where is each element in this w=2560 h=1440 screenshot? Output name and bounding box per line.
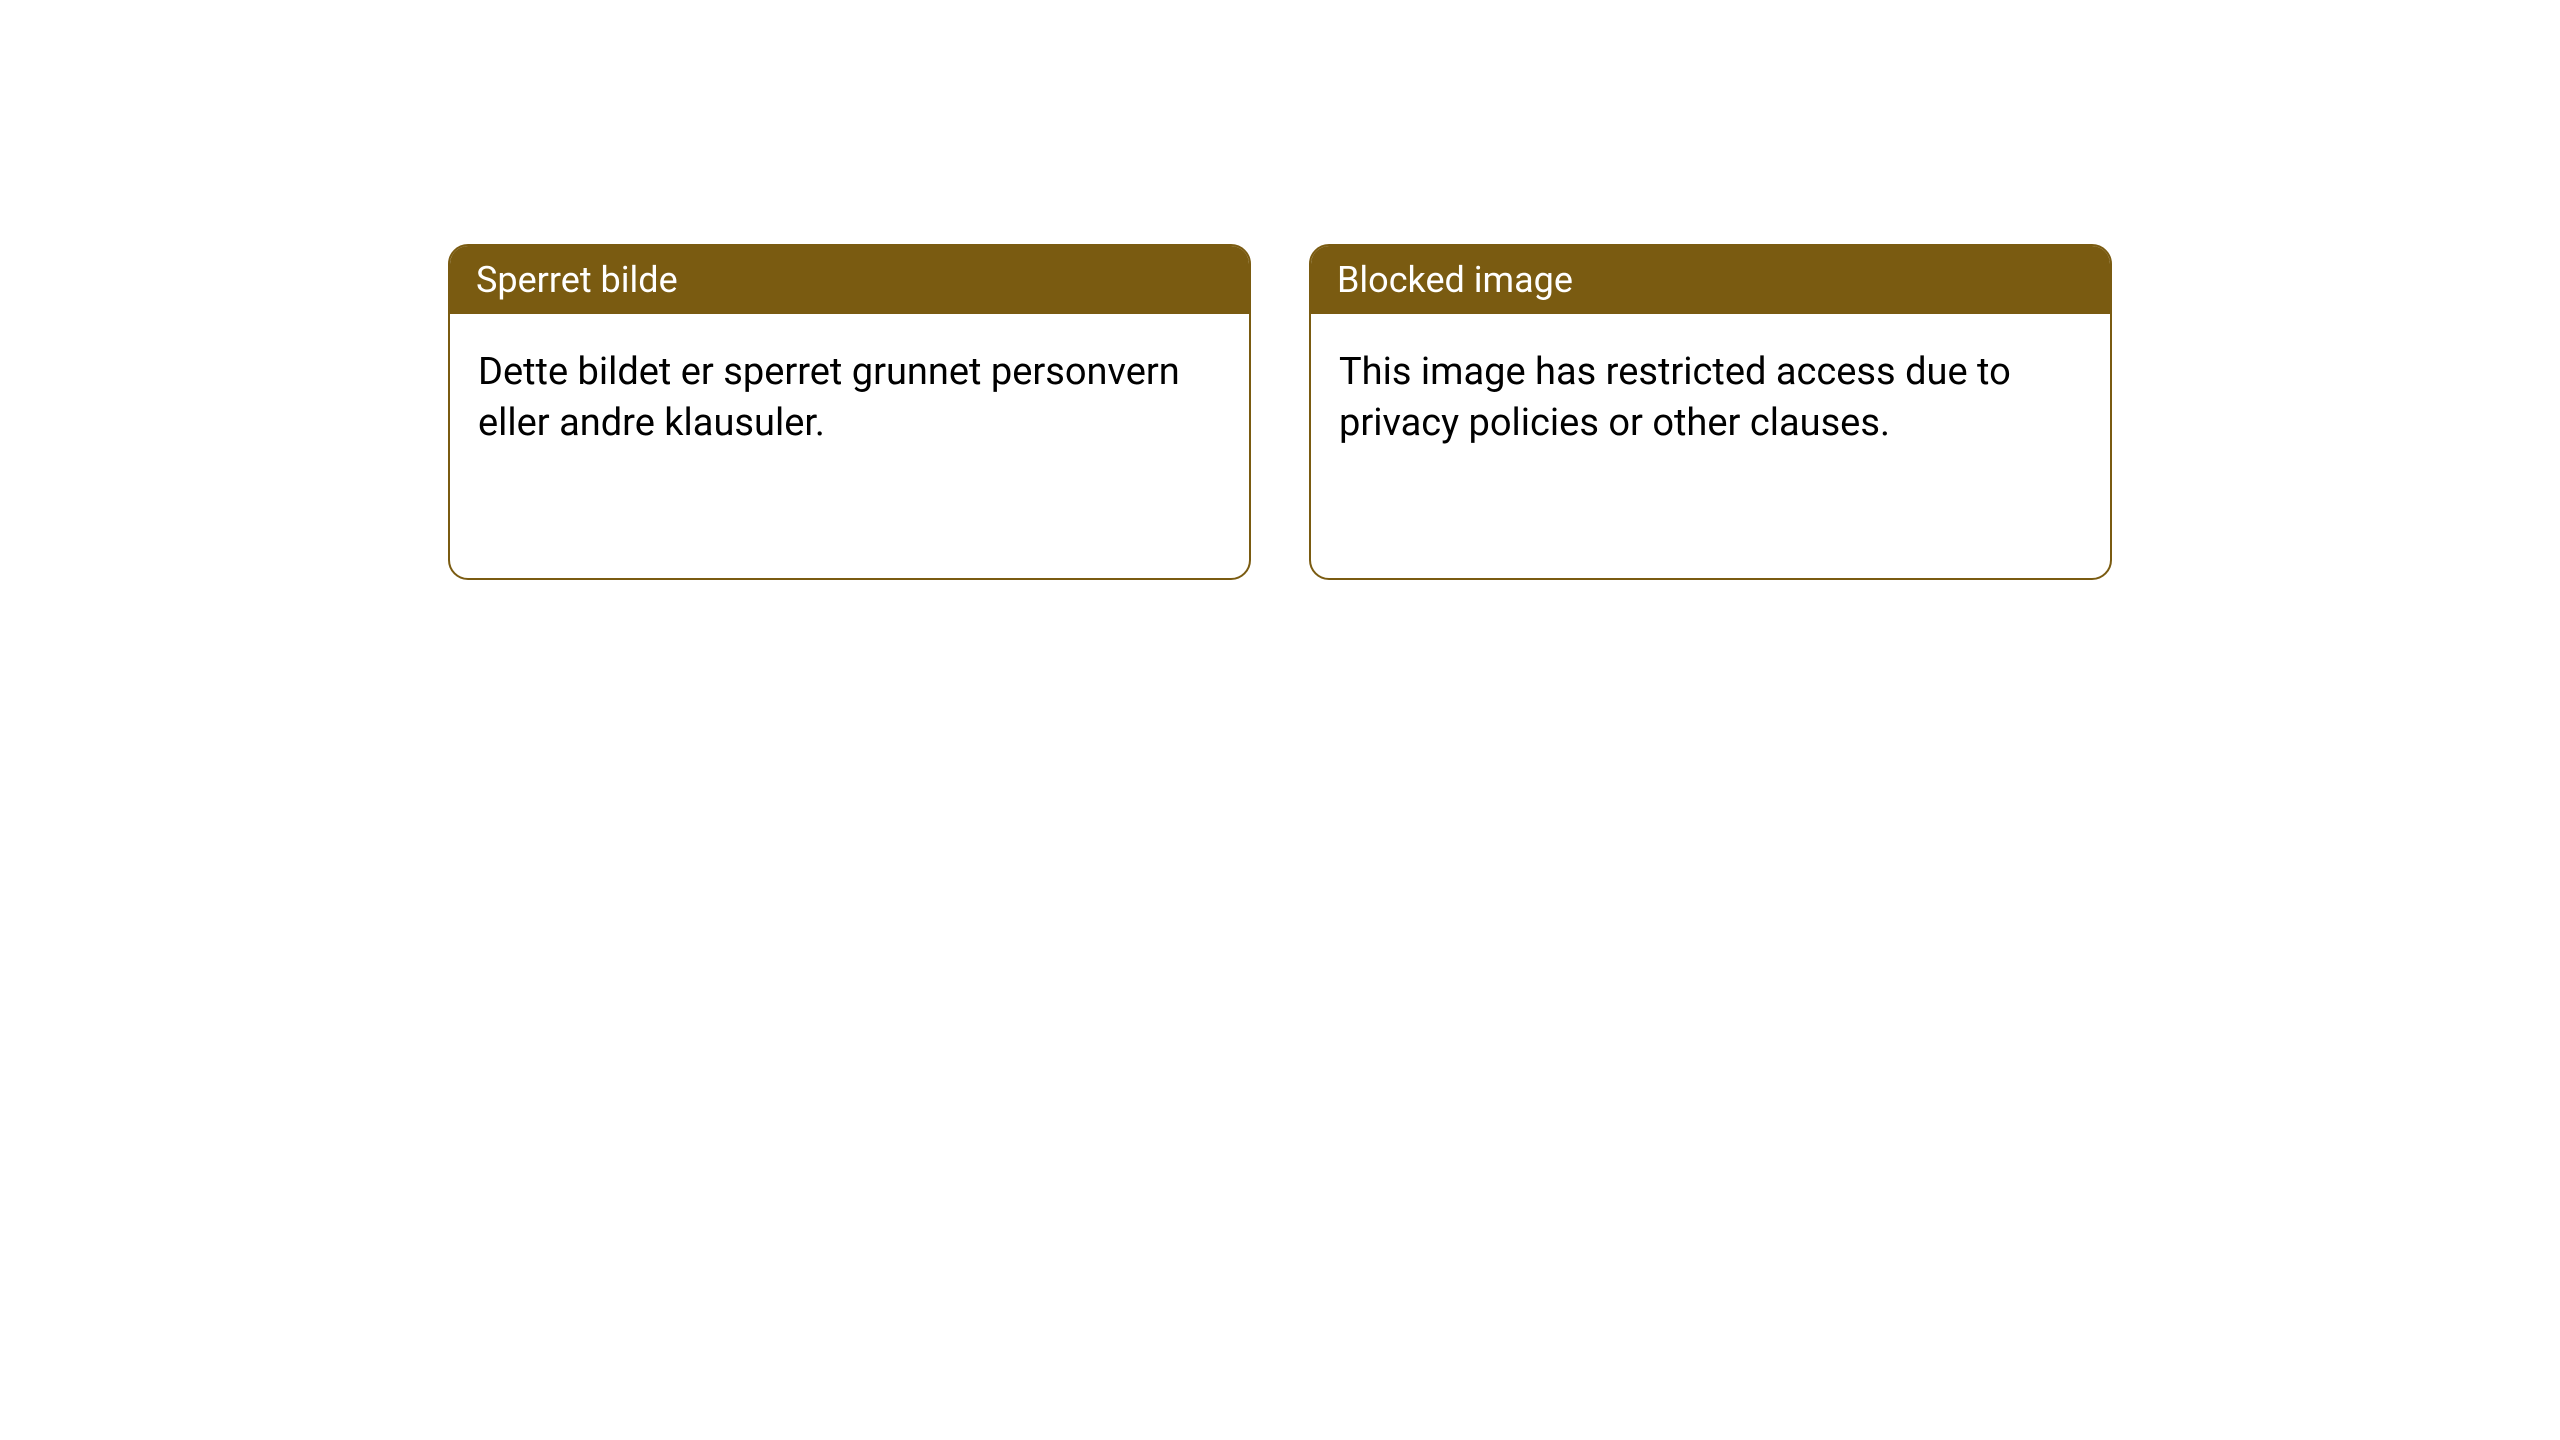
notice-body-text: This image has restricted access due to … — [1311, 314, 2110, 483]
notice-cards-container: Sperret bilde Dette bildet er sperret gr… — [448, 244, 2112, 580]
notice-title: Blocked image — [1311, 246, 2110, 314]
notice-card-norwegian: Sperret bilde Dette bildet er sperret gr… — [448, 244, 1251, 580]
notice-title: Sperret bilde — [450, 246, 1249, 314]
notice-card-english: Blocked image This image has restricted … — [1309, 244, 2112, 580]
notice-body-text: Dette bildet er sperret grunnet personve… — [450, 314, 1249, 483]
